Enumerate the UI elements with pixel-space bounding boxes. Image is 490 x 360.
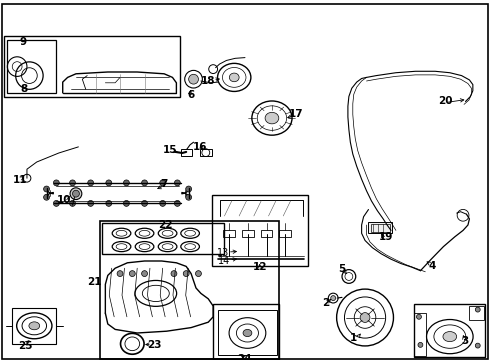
Text: 14: 14	[219, 256, 231, 266]
Text: 6: 6	[188, 90, 195, 100]
Bar	[261, 230, 272, 237]
Circle shape	[186, 194, 192, 200]
Text: 25: 25	[18, 341, 33, 351]
Ellipse shape	[243, 329, 252, 337]
Circle shape	[142, 271, 147, 276]
Text: 1: 1	[350, 333, 357, 343]
Bar	[414, 304, 485, 357]
Circle shape	[44, 186, 49, 192]
Text: 21: 21	[87, 276, 102, 287]
Text: 16: 16	[193, 142, 207, 152]
Ellipse shape	[265, 112, 279, 124]
Text: 2: 2	[322, 298, 329, 308]
Bar	[279, 230, 291, 237]
Bar	[469, 306, 484, 320]
Circle shape	[416, 314, 421, 319]
Bar	[12, 308, 56, 344]
Circle shape	[160, 180, 166, 186]
Circle shape	[88, 201, 94, 206]
Ellipse shape	[29, 322, 40, 330]
Circle shape	[129, 271, 135, 276]
Ellipse shape	[443, 332, 457, 342]
Circle shape	[70, 180, 75, 186]
Text: 9: 9	[20, 37, 27, 48]
Circle shape	[70, 188, 82, 199]
Text: 22: 22	[158, 220, 173, 230]
Circle shape	[174, 180, 180, 186]
Text: 5: 5	[339, 264, 345, 274]
Bar	[7, 40, 56, 93]
Bar	[371, 224, 390, 232]
Bar	[368, 222, 392, 233]
Bar	[200, 149, 212, 156]
Circle shape	[73, 190, 79, 197]
Bar	[213, 304, 279, 359]
Circle shape	[174, 201, 180, 206]
Circle shape	[142, 201, 147, 206]
Text: 15: 15	[163, 145, 178, 156]
Text: 20: 20	[438, 96, 452, 106]
Bar	[414, 313, 426, 356]
Bar	[102, 223, 224, 254]
Text: 13: 13	[217, 248, 229, 258]
Circle shape	[418, 342, 423, 347]
Text: 23: 23	[147, 340, 162, 350]
Circle shape	[331, 296, 336, 301]
Circle shape	[475, 307, 480, 312]
Bar	[212, 195, 308, 266]
Circle shape	[53, 180, 59, 186]
Circle shape	[160, 201, 166, 206]
Circle shape	[106, 201, 112, 206]
Ellipse shape	[229, 73, 239, 82]
Circle shape	[183, 271, 189, 276]
Text: 10: 10	[56, 195, 71, 205]
Circle shape	[117, 271, 123, 276]
Bar	[218, 310, 277, 355]
Text: 3: 3	[461, 336, 468, 346]
Text: 18: 18	[201, 76, 216, 86]
Bar	[242, 230, 254, 237]
Circle shape	[70, 201, 75, 206]
Text: 24: 24	[237, 354, 251, 360]
Bar	[4, 36, 180, 97]
Circle shape	[53, 201, 59, 206]
Circle shape	[123, 180, 129, 186]
Text: 8: 8	[20, 84, 27, 94]
Circle shape	[88, 180, 94, 186]
Circle shape	[44, 194, 49, 200]
Text: 11: 11	[12, 175, 27, 185]
Text: 12: 12	[252, 262, 267, 272]
Circle shape	[106, 180, 112, 186]
Bar	[100, 221, 279, 359]
Circle shape	[142, 180, 147, 186]
Circle shape	[186, 186, 192, 192]
Circle shape	[171, 271, 177, 276]
Bar	[223, 230, 235, 237]
Bar	[181, 149, 192, 156]
Text: 4: 4	[428, 261, 436, 271]
Text: 7: 7	[160, 179, 168, 189]
Circle shape	[196, 271, 201, 276]
Text: 19: 19	[379, 232, 393, 242]
Circle shape	[475, 343, 480, 348]
Circle shape	[360, 312, 370, 323]
Circle shape	[123, 201, 129, 206]
Circle shape	[189, 74, 198, 84]
Text: 17: 17	[289, 109, 304, 120]
